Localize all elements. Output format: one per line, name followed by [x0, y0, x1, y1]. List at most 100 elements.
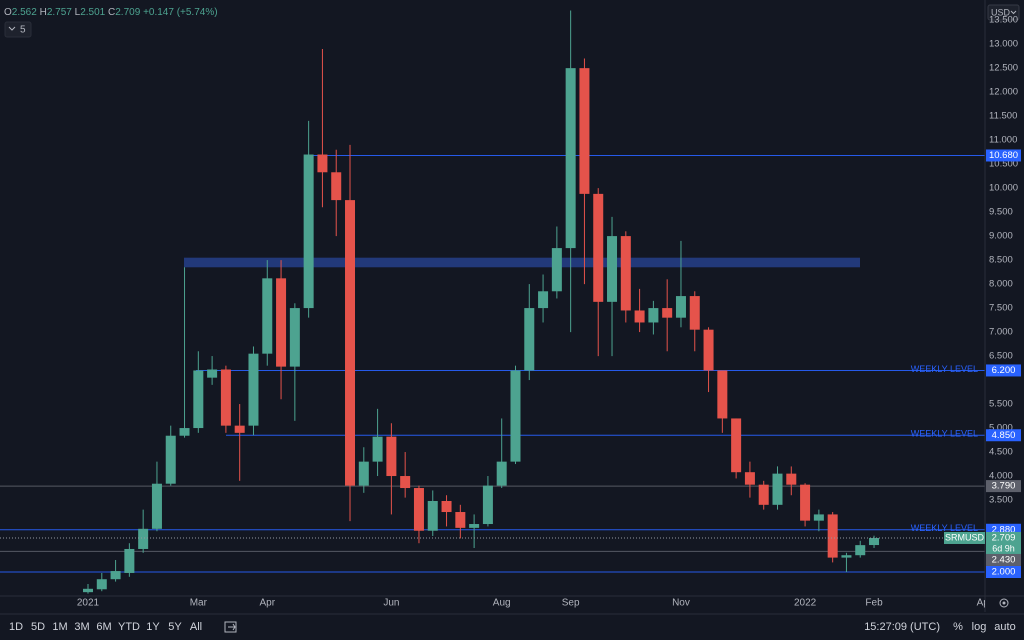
calendar-icon: [224, 621, 237, 633]
level-annotation: WEEKLY LEVEL: [911, 523, 978, 533]
candle-body: [303, 154, 314, 309]
legend-key: O: [4, 7, 12, 18]
candle-body: [496, 461, 507, 486]
candle-body: [151, 483, 162, 529]
candle-body: [758, 484, 769, 505]
legend-change: +0.147 (+5.74%): [143, 7, 218, 18]
candle-body: [220, 369, 231, 426]
candle-body: [662, 308, 673, 318]
candle-body: [731, 418, 742, 473]
candle-body: [786, 473, 797, 485]
currency-selector[interactable]: USD: [987, 4, 1020, 21]
symbol-tag: [944, 531, 985, 544]
range-button[interactable]: 3M: [74, 621, 89, 633]
y-tick-label: 10.500: [989, 159, 1018, 170]
candle-body: [331, 172, 342, 201]
candle-body: [110, 571, 121, 580]
y-tick-label: 5.000: [989, 423, 1013, 434]
y-tick-label: 12.500: [989, 63, 1018, 74]
gear-icon: [999, 598, 1009, 608]
candle-body: [138, 528, 149, 549]
level-price-box: [986, 553, 1021, 566]
level-price-label: 2.000: [992, 567, 1016, 578]
candle-body: [400, 476, 411, 489]
candle-body: [800, 484, 811, 521]
candle-body: [179, 428, 190, 436]
candle-body: [234, 425, 245, 433]
range-button[interactable]: 5D: [31, 621, 45, 633]
y-tick-label: 8.000: [989, 279, 1013, 290]
candle-body: [455, 512, 466, 528]
y-tick-label: 11.000: [989, 135, 1017, 146]
x-tick-label: Mar: [190, 598, 208, 609]
chevron-icon: [8, 26, 16, 31]
y-tick-label: 9.000: [989, 231, 1013, 242]
chevron-icon: [1010, 10, 1017, 15]
candle-body: [841, 555, 852, 558]
range-button[interactable]: 5Y: [168, 621, 182, 633]
level-price-box: [986, 364, 1021, 377]
candle-body: [813, 514, 824, 521]
y-tick-label: 7.000: [989, 327, 1013, 338]
range-button[interactable]: All: [190, 621, 202, 633]
candle-body: [675, 296, 686, 318]
x-tick-label: Nov: [672, 598, 690, 609]
legend-value: 2.709: [115, 7, 140, 18]
candle-body: [372, 436, 383, 462]
indicator-box: [4, 21, 32, 38]
y-tick-label: 9.500: [989, 207, 1013, 218]
candle-body: [427, 500, 438, 531]
candle-body: [524, 308, 535, 371]
candle-body: [413, 488, 424, 531]
x-tick-label: Jun: [383, 598, 399, 609]
candle-body: [772, 473, 783, 505]
level-price-label: 2.880: [992, 524, 1016, 535]
candle-body: [717, 370, 728, 419]
x-tick-label: Aug: [493, 598, 511, 609]
candle-body: [441, 500, 452, 513]
currency-box: [987, 4, 1020, 21]
ohlc-legend: O2.562 H2.757 L2.501 C2.709 +0.147 (+5.7…: [4, 7, 218, 18]
y-tick-label: 11.500: [989, 111, 1017, 122]
range-button[interactable]: 1D: [9, 621, 23, 633]
gear-icon: [1002, 601, 1006, 605]
candle-body: [469, 524, 480, 528]
y-tick-label: 4.500: [989, 447, 1013, 458]
candle-body: [538, 291, 549, 309]
indicator-toggle[interactable]: 5: [4, 21, 32, 38]
candle-body: [193, 370, 204, 429]
candle-body: [744, 472, 755, 485]
x-tick-label: Apr: [977, 598, 993, 609]
candle-body: [345, 200, 356, 486]
candle-body: [607, 236, 618, 302]
currency: USD: [991, 7, 1011, 17]
level-price-label: 10.680: [989, 150, 1018, 161]
scale-option[interactable]: log: [972, 621, 987, 633]
range-button[interactable]: YTD: [118, 621, 140, 633]
candle-body: [207, 369, 218, 378]
date-range-icon[interactable]: [224, 621, 237, 633]
range-button[interactable]: 6M: [96, 621, 111, 633]
y-tick-label: 13.500: [989, 15, 1018, 26]
range-button[interactable]: 1Y: [146, 621, 160, 633]
current-price-box: [986, 531, 1021, 554]
y-tick-label: 5.500: [989, 399, 1013, 410]
clock: 15:27:09 (UTC): [864, 621, 940, 633]
candle-body: [165, 435, 176, 484]
range-button[interactable]: 1M: [52, 621, 67, 633]
candle-body: [634, 310, 645, 323]
level-price-label: 6.200: [992, 365, 1016, 376]
settings-icon[interactable]: [999, 598, 1009, 608]
legend-value: 2.757: [47, 7, 72, 18]
legend-key: C: [108, 7, 115, 18]
plot-area: [0, 10, 985, 594]
scale-option[interactable]: %: [953, 621, 963, 633]
x-tick-label: 2022: [794, 598, 817, 609]
level-price-box: [986, 429, 1021, 442]
legend-value: 2.501: [80, 7, 105, 18]
candle-body: [703, 329, 714, 371]
candle-body: [551, 248, 562, 292]
candle-body: [869, 537, 880, 546]
candle-body: [386, 436, 397, 477]
scale-option[interactable]: auto: [994, 621, 1015, 633]
